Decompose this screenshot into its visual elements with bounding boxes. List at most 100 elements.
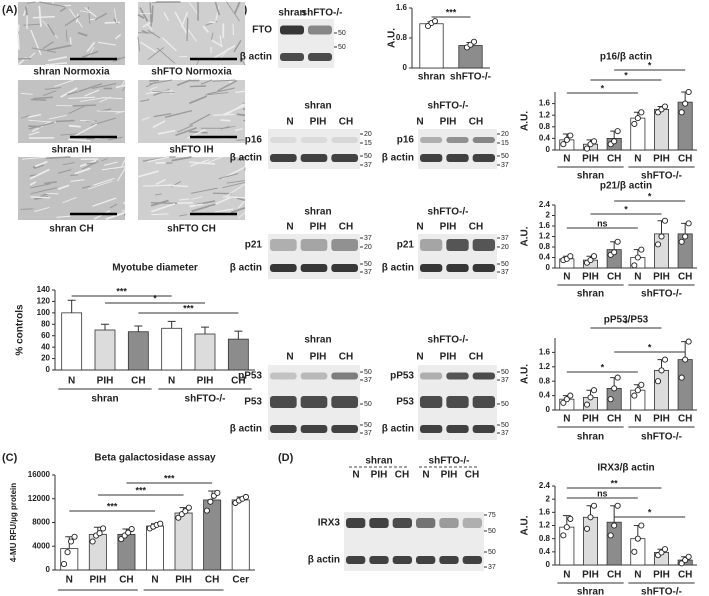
cell-texture (142, 21, 151, 28)
x-tick-label: N (168, 376, 175, 387)
group-label: shFTO-/- (185, 394, 226, 405)
data-point (563, 396, 570, 403)
blot-band (300, 425, 328, 433)
data-point (207, 498, 214, 505)
x-tick-label: CH (131, 376, 145, 387)
data-point (634, 387, 641, 394)
bar (654, 109, 670, 151)
significance-label: ns (597, 488, 608, 498)
x-tick-label: N (151, 575, 158, 586)
cell-texture (187, 29, 198, 42)
y-tick-label: 1.2 (539, 362, 551, 371)
mw-marker: 50 (338, 30, 346, 37)
cell-texture (96, 110, 124, 113)
lane-label: CH (469, 222, 483, 233)
cell-texture (62, 196, 77, 204)
cell-texture (137, 14, 145, 19)
y-tick-label: 0.8 (539, 122, 551, 131)
error-bar (201, 326, 209, 334)
cell-texture (82, 50, 99, 58)
blot-band (308, 25, 332, 35)
cell-texture (123, 201, 126, 205)
cell-texture (141, 29, 149, 34)
blot-row-label: β actin (308, 555, 340, 566)
cell-texture (149, 2, 152, 27)
cell-texture (30, 29, 42, 56)
y-tick-label: 80 (41, 319, 50, 328)
mw-marker: 37 (501, 269, 509, 276)
blot-band (392, 518, 412, 528)
cell-texture (145, 81, 156, 88)
blot-group-title: shFTO-/- (428, 101, 469, 112)
data-point (567, 515, 574, 522)
cell-texture (236, 156, 246, 161)
y-axis-label: A.U. (520, 111, 531, 131)
cell-texture (191, 203, 216, 213)
cell-texture (150, 199, 169, 207)
mw-marker: 50 (364, 422, 372, 429)
cell-texture (17, 24, 20, 32)
x-tick-label: N (563, 570, 570, 581)
mw-marker: 37 (488, 564, 496, 571)
data-point (661, 217, 669, 224)
cell-texture (190, 187, 218, 194)
data-point (661, 546, 669, 553)
cell-texture (81, 160, 99, 170)
y-tick-label: 1.6 (539, 99, 551, 108)
y-tick-label: 0 (546, 405, 551, 414)
lane-label: PIH (440, 117, 457, 128)
cell-texture (211, 32, 214, 40)
cell-texture (32, 15, 55, 19)
mw-marker: 37 (364, 162, 372, 169)
blot-band (472, 154, 495, 162)
cell-texture (38, 5, 42, 27)
cell-texture (42, 90, 57, 96)
blot-band (270, 425, 297, 433)
data-point (682, 233, 689, 240)
blot-band (392, 556, 412, 564)
significance-label: * (648, 507, 652, 517)
blot-band (270, 396, 297, 408)
x-tick-label: PIH (197, 376, 214, 387)
y-tick-label: 40 (41, 342, 50, 351)
data-point (214, 489, 221, 496)
blot-band (446, 154, 469, 162)
cell-texture (58, 169, 72, 174)
data-point (587, 394, 594, 401)
data-point (67, 538, 75, 545)
cell-texture (153, 88, 170, 97)
cell-texture (230, 206, 246, 214)
cell-texture (188, 1, 200, 16)
blot-band (416, 556, 436, 564)
cell-texture (104, 161, 118, 166)
data-point (64, 549, 71, 556)
blot-band (446, 396, 469, 408)
y-tick-label: 1.2 (539, 521, 551, 530)
lane-label: PIH (371, 470, 388, 481)
x-tick-label: PIH (97, 376, 114, 387)
error-bar (101, 323, 109, 330)
blot-group-title: shran (304, 207, 331, 218)
blot-band (331, 396, 358, 408)
y-tick-label: 1.6 (539, 348, 551, 357)
y-tick-label: 0 (546, 263, 551, 272)
x-tick-label: PIH (653, 272, 670, 283)
y-tick-label: 0.8 (539, 376, 551, 385)
data-point (560, 399, 567, 406)
data-point (242, 493, 250, 501)
data-point (560, 532, 567, 539)
x-tick-label: PIH (582, 414, 599, 425)
cell-texture (88, 180, 113, 190)
blot-band (446, 372, 469, 380)
y-tick-label: 100 (37, 308, 51, 317)
group-label: shran (577, 587, 604, 596)
x-tick-label: N (68, 376, 75, 387)
data-point (614, 238, 621, 245)
blot-band (446, 264, 469, 272)
y-tick-label: 1.2 (539, 232, 551, 241)
y-axis-label: A.U. (520, 364, 531, 384)
data-point (583, 145, 591, 152)
blot-row-label: p21 (245, 240, 263, 251)
bar (227, 338, 249, 371)
chart-title: p16/β actin (600, 52, 652, 63)
